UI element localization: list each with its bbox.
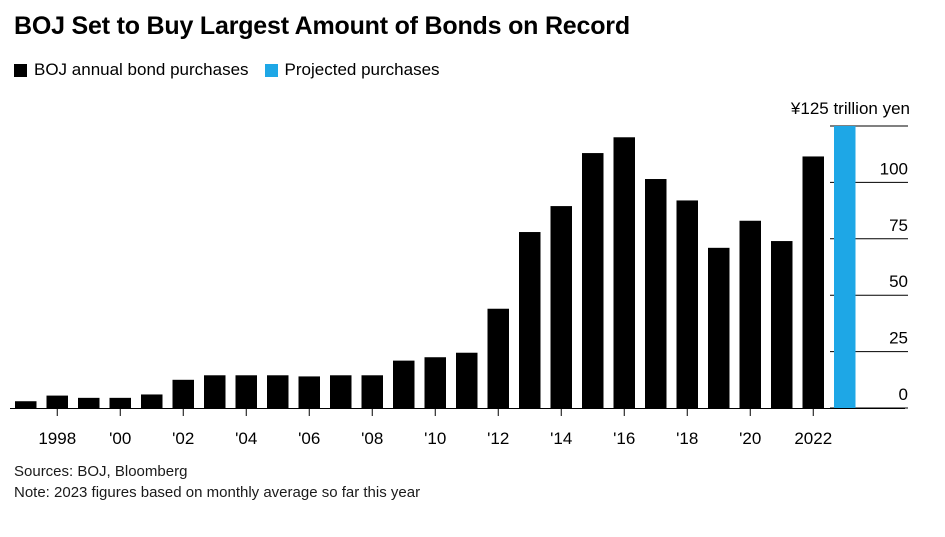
bar-2012	[487, 308, 509, 408]
x-tick-label-2020: '20	[739, 429, 761, 448]
legend-item-actual: BOJ annual bond purchases	[14, 60, 249, 80]
bar-1998	[46, 395, 68, 408]
bar-1999	[78, 397, 100, 408]
x-tick-label-2008: '08	[361, 429, 383, 448]
bar-2002	[172, 379, 194, 408]
y-tick-label-75: 75	[889, 216, 908, 235]
x-tick-label-2006: '06	[298, 429, 320, 448]
bar-2022	[802, 156, 824, 408]
bar-2008	[361, 375, 383, 408]
bar-2017	[645, 179, 667, 408]
bar-2004	[235, 375, 257, 408]
x-tick-label-2004: '04	[235, 429, 257, 448]
x-tick-label-2014: '14	[550, 429, 572, 448]
chart-title: BOJ Set to Buy Largest Amount of Bonds o…	[14, 12, 630, 40]
bar-2007	[330, 375, 352, 408]
y-tick-label-100: 100	[880, 159, 908, 178]
bar-2003	[204, 375, 226, 408]
y-tick-label-50: 50	[889, 272, 908, 291]
bar-2015	[582, 153, 604, 408]
legend-item-projected: Projected purchases	[264, 60, 440, 80]
legend-swatch-projected	[264, 63, 278, 77]
bar-2021	[771, 241, 793, 408]
bar-2006	[298, 376, 320, 408]
x-tick-label-2002: '02	[172, 429, 194, 448]
projected-bar-2023	[834, 126, 856, 408]
bar-2005	[267, 375, 289, 408]
bar-2001	[141, 394, 163, 408]
bar-2000	[109, 397, 131, 408]
x-tick-label-2012: '12	[487, 429, 509, 448]
x-tick-label-2000: '00	[109, 429, 131, 448]
bar-2009	[393, 360, 415, 408]
footnote: Note: 2023 figures based on monthly aver…	[14, 484, 421, 501]
bar-1997	[15, 401, 37, 408]
legend-label-projected: Projected purchases	[284, 60, 440, 79]
x-tick-label-1998: 1998	[38, 429, 76, 448]
legend-label-actual: BOJ annual bond purchases	[34, 60, 249, 79]
y-tick-label-25: 25	[889, 329, 908, 348]
bar-2016	[613, 137, 635, 408]
x-tick-label-2010: '10	[424, 429, 446, 448]
bar-2018	[676, 200, 698, 408]
bar-2011	[456, 352, 478, 408]
x-tick-label-2018: '18	[676, 429, 698, 448]
bar-2014	[550, 206, 572, 408]
bar-2010	[424, 357, 446, 408]
bar-2013	[519, 232, 541, 408]
y-unit-label: ¥125 trillion yen	[790, 99, 910, 118]
legend: BOJ annual bond purchases Projected purc…	[14, 60, 456, 80]
bar-2019	[708, 247, 730, 408]
bar-2020	[739, 220, 761, 408]
legend-swatch-actual	[14, 63, 27, 77]
x-tick-label-2022: 2022	[794, 429, 832, 448]
sources-note: Sources: BOJ, Bloomberg	[14, 463, 188, 480]
x-tick-label-2016: '16	[613, 429, 635, 448]
y-tick-label-0: 0	[899, 385, 908, 404]
